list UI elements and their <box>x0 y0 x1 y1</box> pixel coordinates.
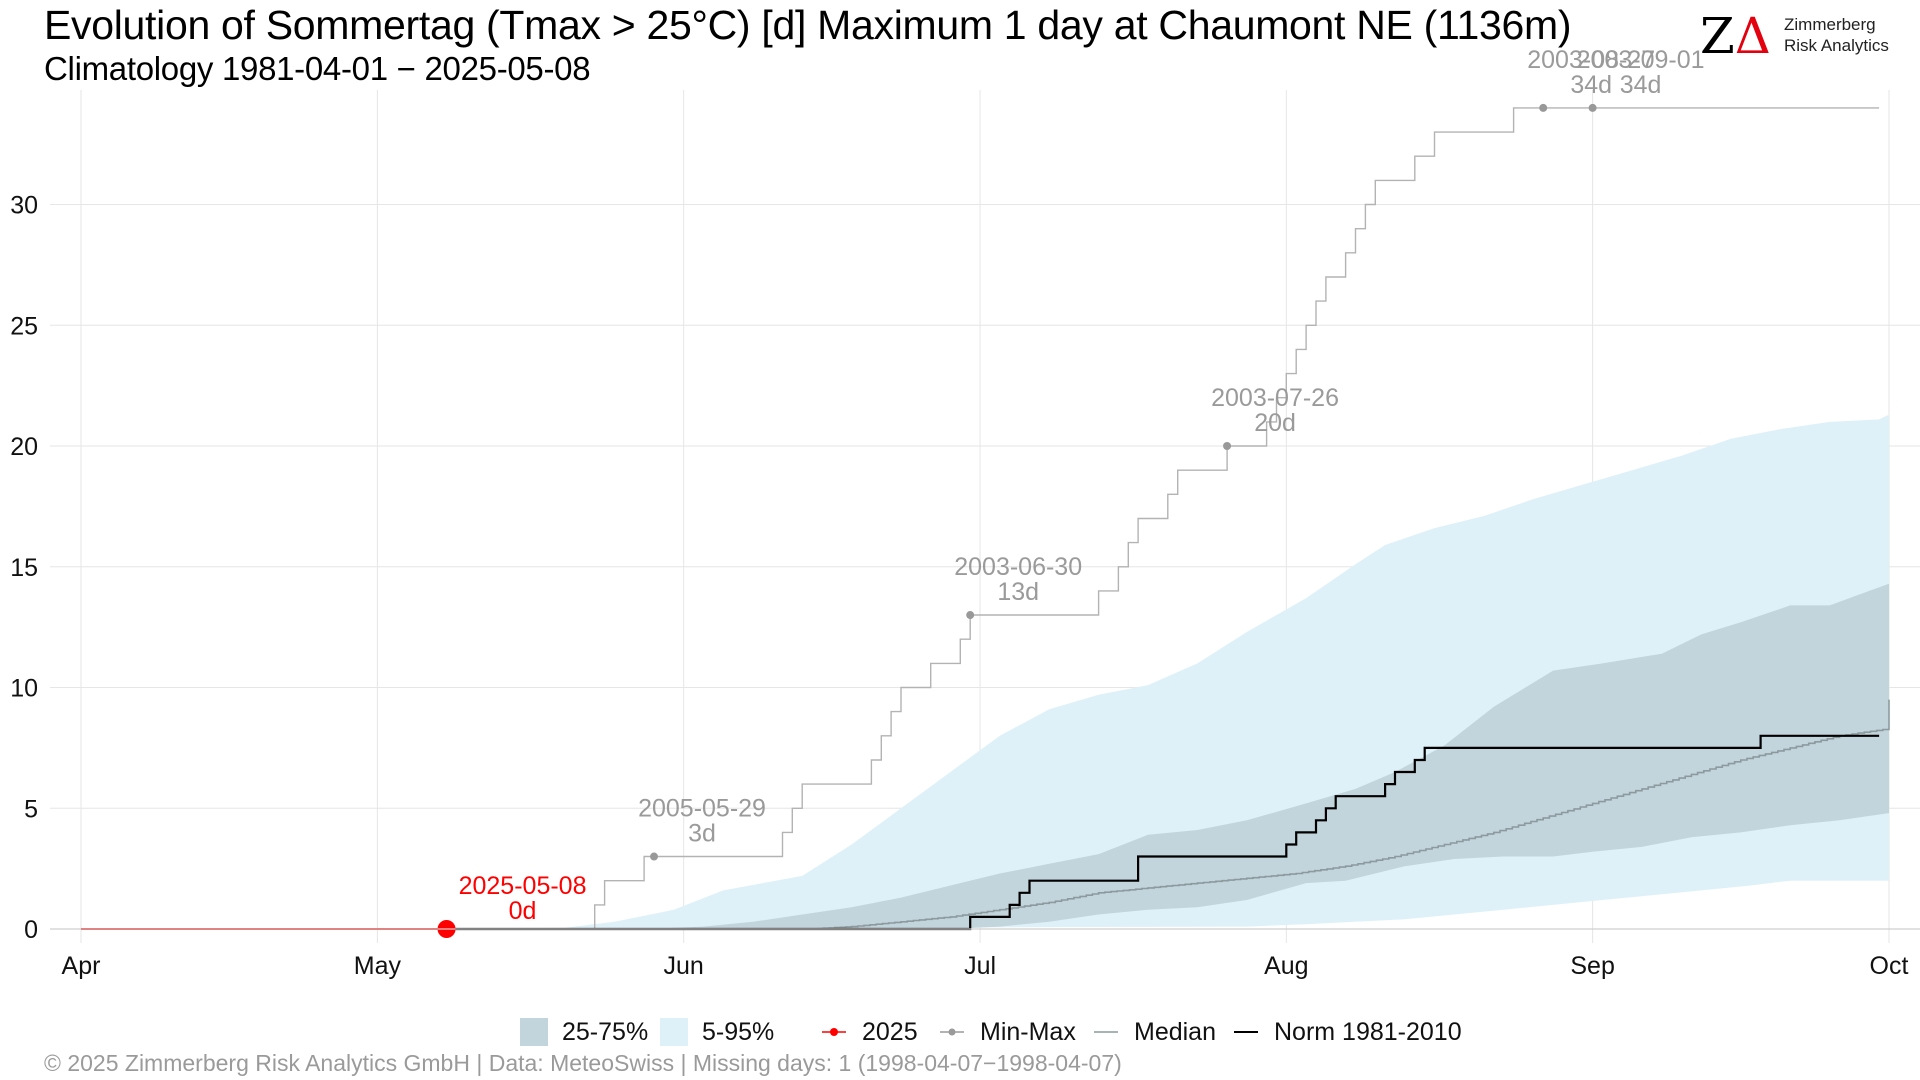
legend-key-series-median <box>1092 1018 1120 1046</box>
minmax-annotation-date: 2003-08-27 <box>1527 46 1655 74</box>
chart-title: Evolution of Sommertag (Tmax > 25°C) [d]… <box>44 2 1572 48</box>
legend-key-series-2025 <box>820 1018 848 1046</box>
x-tick-label: Apr <box>62 952 101 980</box>
legend-dot-series-2025 <box>830 1028 838 1036</box>
series-median-line <box>466 699 1890 930</box>
minmax-annotation-value: 20d <box>1254 409 1296 437</box>
logo-mark-delta: Δ <box>1734 7 1771 65</box>
legend-swatch-series-norm <box>1234 1031 1258 1033</box>
footer-credits: © 2025 Zimmerberg Risk Analytics GmbH | … <box>44 1050 1122 1076</box>
minmax-annotation-value: 34d <box>1570 71 1612 99</box>
minmax-annotation-date: 2003-09-01 <box>1577 46 1705 74</box>
legend-item-band-iqr: 25-75% <box>520 1012 648 1052</box>
minmax-annotation-date: 2005-05-29 <box>638 795 766 823</box>
legend-key-series-norm <box>1232 1018 1260 1046</box>
minmax-annotation-value: 34d <box>1620 71 1662 99</box>
logo-mark: ZΔ <box>1700 8 1771 64</box>
legend-swatch-series-minmax <box>940 1028 964 1036</box>
x-tick-label: Aug <box>1264 952 1308 980</box>
chart-plot: 2025-05-080d2005-05-293d2003-06-3013d200… <box>10 46 1920 980</box>
legend-key-band-5-95 <box>660 1018 688 1046</box>
company-logo: ZΔ Zimmerberg Risk Analytics <box>1700 8 1900 64</box>
x-tick-label: Jun <box>664 952 704 980</box>
minmax-annotation-value: 3d <box>688 820 716 848</box>
legend: 25-75% 5-95% 2025 Min-Max Median Norm 1981-20… <box>0 1012 1920 1052</box>
legend-swatch-series-median <box>1094 1031 1118 1033</box>
legend-item-series-minmax: Min-Max <box>938 1012 1076 1052</box>
legend-dot-series-minmax <box>948 1028 956 1036</box>
y-tick-label: 25 <box>10 312 38 340</box>
logo-line-2: Risk Analytics <box>1784 36 1889 55</box>
axes: 0 5 10 15 20 25 30 Apr May Jun Jul Aug Sep Oct <box>10 192 1920 980</box>
legend-key-series-minmax <box>938 1018 966 1046</box>
x-tick-label: May <box>354 952 402 980</box>
x-tick-label: Sep <box>1570 952 1614 980</box>
y-tick-label: 20 <box>10 433 38 461</box>
series-minmax-line <box>594 107 1880 929</box>
y-tick-label: 10 <box>10 675 38 703</box>
percentile-bands <box>466 412 1889 929</box>
logo-company-name: Zimmerberg Risk Analytics <box>1784 14 1889 56</box>
minmax-annotation-point <box>1223 442 1232 450</box>
minmax-annotation-date: 2003-06-30 <box>954 553 1082 581</box>
x-tick-label: Oct <box>1870 952 1909 980</box>
series-norm-line <box>446 734 1880 931</box>
y-tick-label: 30 <box>10 192 38 220</box>
legend-swatch-series-2025 <box>822 1028 846 1036</box>
chart-subtitle: Climatology 1981-04-01 − 2025-05-08 <box>44 50 591 87</box>
legend-label-series-2025: 2025 <box>862 1017 918 1046</box>
current-value-label: 0d <box>509 897 537 925</box>
legend-key-band-iqr <box>520 1018 548 1046</box>
legend-label-series-minmax: Min-Max <box>980 1017 1076 1046</box>
minmax-annotation-point <box>1539 103 1548 112</box>
legend-label-series-median: Median <box>1134 1017 1216 1046</box>
logo-mark-z: Z <box>1700 7 1735 65</box>
legend-label-band-5-95: 5-95% <box>702 1017 775 1046</box>
current-date-label: 2025-05-08 <box>459 872 587 900</box>
minmax-annotation-point <box>966 611 975 620</box>
legend-item-band-5-95: 5-95% <box>660 1012 774 1052</box>
legend-item-series-norm: Norm 1981-2010 <box>1232 1012 1462 1052</box>
minmax-annotation-point <box>1588 103 1597 112</box>
y-tick-label: 0 <box>24 916 38 944</box>
minmax-annotation-value: 13d <box>997 578 1039 606</box>
x-tick-label: Jul <box>964 952 996 980</box>
logo-line-1: Zimmerberg <box>1784 15 1876 34</box>
y-tick-label: 15 <box>10 554 38 582</box>
legend-label-band-iqr: 25-75% <box>562 1017 649 1046</box>
minmax-annotation-point <box>650 852 659 861</box>
legend-item-series-2025: 2025 <box>820 1012 918 1052</box>
band-25-75- <box>644 542 1889 929</box>
legend-item-series-median: Median <box>1092 1012 1216 1052</box>
legend-label-series-norm: Norm 1981-2010 <box>1274 1017 1462 1046</box>
minmax-annotation-date: 2003-07-26 <box>1211 384 1339 412</box>
y-tick-label: 5 <box>24 795 38 823</box>
